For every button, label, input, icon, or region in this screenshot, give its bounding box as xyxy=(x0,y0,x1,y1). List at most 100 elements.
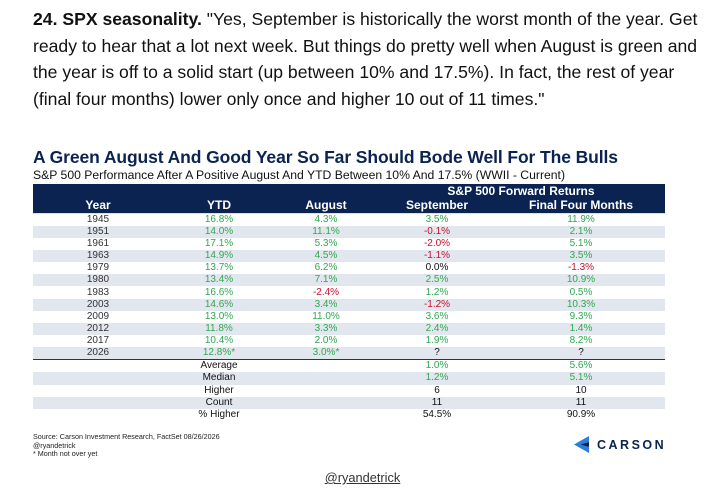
intro-paragraph: 24. SPX seasonality. "Yes, September is … xyxy=(33,6,703,112)
summary-label: Median xyxy=(163,372,275,385)
summary-row: Higher 6 10 xyxy=(33,384,665,397)
table-row: 2017 10.4% 2.0% 1.9% 8.2% xyxy=(33,335,665,348)
ytd-cell: 14.9% xyxy=(163,249,275,263)
final-four-months-cell: 1.4% xyxy=(497,323,665,336)
year-cell: 1979 xyxy=(33,262,163,275)
september-cell: 1.2% xyxy=(377,286,497,299)
year-cell: 2009 xyxy=(33,310,163,323)
ytd-cell: 10.4% xyxy=(163,335,275,348)
table-row: 1963 14.9% 4.5% -1.1% 3.5% xyxy=(33,249,665,263)
forward-returns-header: S&P 500 Forward Returns xyxy=(377,184,665,198)
august-cell: 3.4% xyxy=(275,298,377,311)
summary-row: % Higher 54.5% 90.9% xyxy=(33,408,665,422)
summary-spacer xyxy=(33,396,163,409)
col-header-final-four-months: Final Four Months xyxy=(497,198,665,214)
author-handle-link[interactable]: @ryandetrick xyxy=(324,470,401,485)
september-cell: -1.2% xyxy=(377,298,497,311)
september-cell: ? xyxy=(377,347,497,361)
source-handle: @ryandetrick xyxy=(33,440,76,450)
ytd-cell: 14.0% xyxy=(163,225,275,238)
carson-chevron-icon xyxy=(574,436,589,453)
final-four-months-cell: 2.1% xyxy=(497,225,665,238)
summary-row: Count 11 11 xyxy=(33,396,665,409)
summary-spacer xyxy=(275,384,377,397)
footnote: * Month not over yet xyxy=(33,449,98,459)
summary-september-cell: 11 xyxy=(377,396,497,409)
source-line: Source: Carson Investment Research, Fact… xyxy=(33,432,220,441)
table-header-row: Year YTD August September Final Four Mon… xyxy=(33,198,665,214)
summary-spacer xyxy=(275,372,377,385)
summary-september-cell: 1.2% xyxy=(377,372,497,385)
year-cell: 1983 xyxy=(33,286,163,299)
summary-row: Average 1.0% 5.6% xyxy=(33,359,665,373)
final-four-months-cell: 11.9% xyxy=(497,213,665,226)
august-cell: 2.0% xyxy=(275,335,377,348)
august-cell: 7.1% xyxy=(275,274,377,287)
year-cell: 1980 xyxy=(33,274,163,287)
col-header-year: Year xyxy=(33,198,163,214)
table-row: 1961 17.1% 5.3% -2.0% 5.1% xyxy=(33,237,665,250)
final-four-months-cell: 0.5% xyxy=(497,286,665,299)
august-cell: 5.3% xyxy=(275,237,377,250)
september-cell: 0.0% xyxy=(377,262,497,275)
figure-title: A Green August And Good Year So Far Shou… xyxy=(33,147,618,167)
year-cell: 1963 xyxy=(33,249,163,263)
summary-spacer xyxy=(275,408,377,422)
year-cell: 1961 xyxy=(33,237,163,250)
ytd-cell: 13.0% xyxy=(163,310,275,323)
table-group-header-row: S&P 500 Forward Returns xyxy=(33,184,665,198)
ytd-cell: 17.1% xyxy=(163,237,275,250)
september-cell: 2.5% xyxy=(377,274,497,287)
september-cell: 1.9% xyxy=(377,335,497,348)
final-four-months-cell: ? xyxy=(497,347,665,361)
table-row: 1979 13.7% 6.2% 0.0% -1.3% xyxy=(33,262,665,275)
summary-final-four-months-cell: 11 xyxy=(497,396,665,409)
table-row: 2003 14.6% 3.4% -1.2% 10.3% xyxy=(33,298,665,311)
final-four-months-cell: -1.3% xyxy=(497,262,665,275)
col-header-august: August xyxy=(275,198,377,214)
summary-spacer xyxy=(33,372,163,385)
august-cell: 4.3% xyxy=(275,213,377,226)
final-four-months-cell: 8.2% xyxy=(497,335,665,348)
august-cell: 3.3% xyxy=(275,323,377,336)
year-cell: 1945 xyxy=(33,213,163,226)
year-cell: 2017 xyxy=(33,335,163,348)
summary-label: % Higher xyxy=(163,408,275,422)
year-cell: 2026 xyxy=(33,347,163,361)
final-four-months-cell: 10.3% xyxy=(497,298,665,311)
september-cell: -2.0% xyxy=(377,237,497,250)
carson-logo-text: CARSON xyxy=(597,437,667,452)
final-four-months-cell: 10.9% xyxy=(497,274,665,287)
ytd-cell: 16.6% xyxy=(163,286,275,299)
summary-spacer xyxy=(275,396,377,409)
table-row: 1983 16.6% -2.4% 1.2% 0.5% xyxy=(33,286,665,299)
year-cell: 2012 xyxy=(33,323,163,336)
summary-final-four-months-cell: 5.6% xyxy=(497,359,665,373)
ytd-cell: 16.8% xyxy=(163,213,275,226)
year-cell: 1951 xyxy=(33,225,163,238)
table-body: 1945 16.8% 4.3% 3.5% 11.9% 1951 14.0% 11.1% -0.1… xyxy=(33,213,665,422)
summary-final-four-months-cell: 90.9% xyxy=(497,408,665,422)
summary-label: Average xyxy=(163,359,275,373)
figure-subtitle: S&P 500 Performance After A Positive Aug… xyxy=(33,168,566,182)
summary-spacer xyxy=(33,359,163,373)
carson-logo: CARSON xyxy=(574,436,666,453)
final-four-months-cell: 5.1% xyxy=(497,237,665,250)
september-cell: -1.1% xyxy=(377,249,497,263)
september-cell: 3.6% xyxy=(377,310,497,323)
table-row: 2012 11.8% 3.3% 2.4% 1.4% xyxy=(33,323,665,336)
intro-quote: "Yes, September is historically the wors… xyxy=(33,9,698,109)
col-header-ytd: YTD xyxy=(163,198,275,214)
table-row: 1945 16.8% 4.3% 3.5% 11.9% xyxy=(33,213,665,226)
year-cell: 2003 xyxy=(33,298,163,311)
returns-table: S&P 500 Forward Returns Year YTD August … xyxy=(33,184,665,422)
september-cell: -0.1% xyxy=(377,225,497,238)
september-cell: 2.4% xyxy=(377,323,497,336)
august-cell: 11.0% xyxy=(275,310,377,323)
august-cell: 3.0%* xyxy=(275,347,377,361)
august-cell: -2.4% xyxy=(275,286,377,299)
table-row: 1980 13.4% 7.1% 2.5% 10.9% xyxy=(33,274,665,287)
summary-row: Median 1.2% 5.1% xyxy=(33,372,665,385)
ytd-cell: 13.4% xyxy=(163,274,275,287)
august-cell: 6.2% xyxy=(275,262,377,275)
